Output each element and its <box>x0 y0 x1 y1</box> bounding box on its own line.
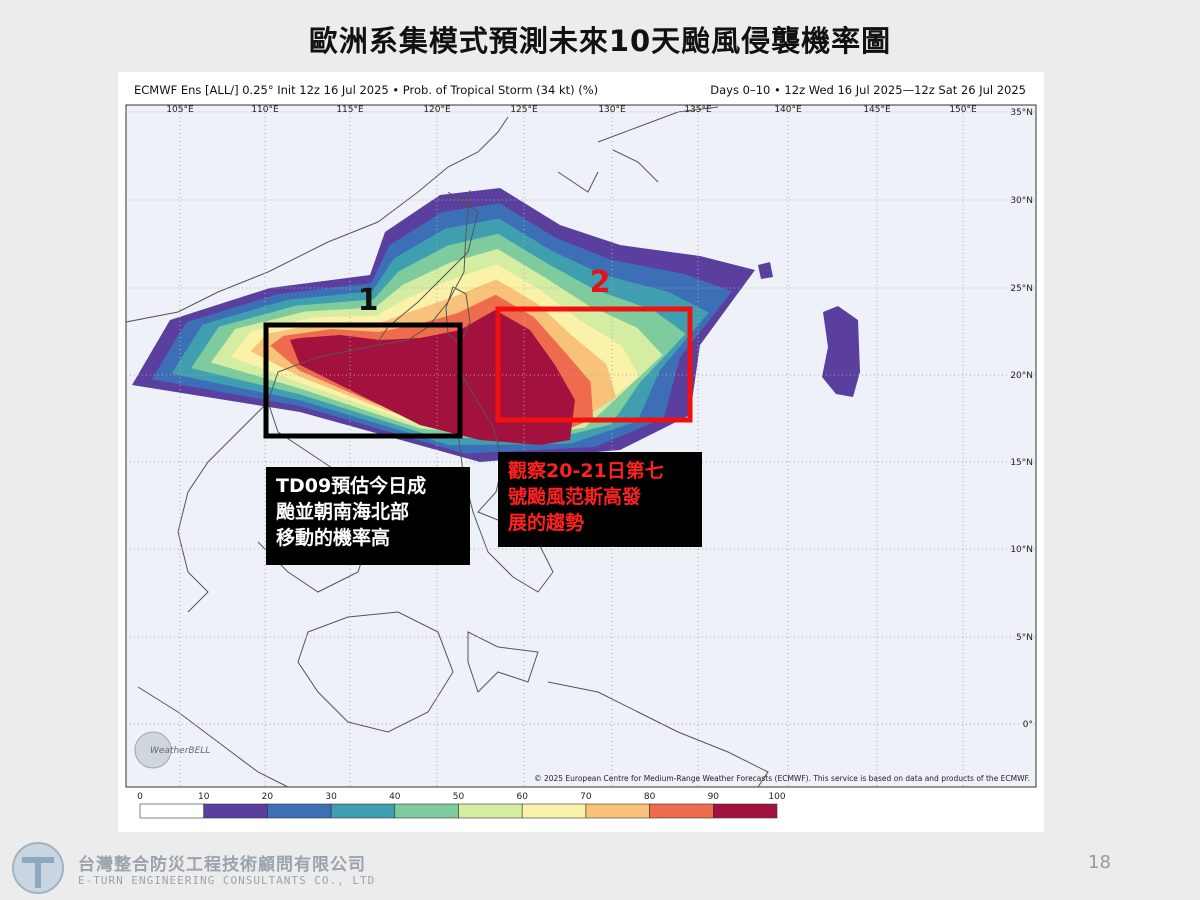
annotation-line: TD09預估今日成 <box>276 475 427 497</box>
probability-band <box>758 262 773 279</box>
annotation-line: 颱並朝南海北部 <box>276 501 410 523</box>
annotation-1: TD09預估今日成 颱並朝南海北部 移動的機率高 <box>266 467 470 565</box>
colorbar-tick-label: 100 <box>768 792 785 802</box>
box-1 <box>263 322 463 439</box>
colorbar-tick-label: 60 <box>516 792 528 802</box>
annotation-line: 號颱風范斯高發 <box>508 486 642 508</box>
company-name: 台灣整合防災工程技術顧問有限公司 <box>78 855 366 875</box>
box-2-label: 2 <box>590 265 611 300</box>
lon-label: 140°E <box>774 105 802 115</box>
colorbar-tick-label: 90 <box>708 792 720 802</box>
colorbar-tick-label: 50 <box>453 792 465 802</box>
lon-label: 110°E <box>251 105 279 115</box>
company-name-en: E-TURN ENGINEERING CONSULTANTS CO., LTD <box>78 874 376 887</box>
lon-label: 120°E <box>423 105 451 115</box>
lat-label: 20°N <box>1010 371 1033 381</box>
map: ECMWF Ens [ALL/] 0.25° Init 12z 16 Jul 2… <box>118 72 1044 832</box>
lon-label: 105°E <box>166 105 194 115</box>
colorbar-segment <box>649 803 714 819</box>
probability-field <box>132 188 860 462</box>
lon-label: 125°E <box>510 105 538 115</box>
lat-label: 15°N <box>1010 458 1033 468</box>
logo-globe <box>134 731 172 769</box>
lat-label: 10°N <box>1010 545 1033 555</box>
colorbar-segment <box>585 803 650 819</box>
colorbar-tick-label: 10 <box>198 792 210 802</box>
lat-label: 25°N <box>1010 284 1033 294</box>
colorbar-tick-label: 70 <box>580 792 592 802</box>
graticule <box>126 105 1036 787</box>
colorbar-segment <box>267 803 332 819</box>
lon-label: 135°E <box>684 105 712 115</box>
colorbar-segment <box>521 803 587 819</box>
graticule-labels: 105°E 110°E 115°E 120°E 125°E 130°E 135°E 140°E… <box>166 105 1033 730</box>
colorbar-tick-label: 40 <box>389 792 401 802</box>
colorbar-tick-label: 30 <box>325 792 337 802</box>
lon-label: 115°E <box>336 105 364 115</box>
map-header-left: ECMWF Ens [ALL/] 0.25° Init 12z 16 Jul 2… <box>134 83 598 97</box>
lat-label: 35°N <box>1010 108 1033 118</box>
colorbar-segment <box>458 803 523 819</box>
lon-label: 130°E <box>598 105 626 115</box>
lat-label: 5°N <box>1016 633 1033 643</box>
lon-label: 145°E <box>863 105 891 115</box>
map-header-right: Days 0–10 • 12z Wed 16 Jul 2025—12z Sat … <box>710 83 1026 97</box>
colorbar-segment <box>712 803 778 819</box>
box-2 <box>495 306 693 423</box>
colorbar-segment <box>139 803 205 819</box>
probability-band <box>290 310 575 445</box>
colorbar-segment <box>203 803 268 819</box>
logo-text: WeatherBELL <box>150 746 210 756</box>
colorbar-tick-label: 80 <box>644 792 656 802</box>
lat-label: 30°N <box>1010 196 1033 206</box>
box-1-label: 1 <box>358 283 379 318</box>
colorbar-tick-label: 0 <box>137 792 143 802</box>
copyright: © 2025 European Centre for Medium-Range … <box>534 774 1030 783</box>
colorbar-segment <box>330 803 396 819</box>
slide-title: 歐洲系集模式預測未來10天颱風侵襲機率圖 <box>308 24 892 58</box>
annotation-line: 移動的機率高 <box>276 527 391 549</box>
lat-label: 0° <box>1023 720 1033 730</box>
company-logo <box>12 842 64 894</box>
lon-label: 150°E <box>949 105 977 115</box>
probability-band <box>822 306 860 397</box>
colorbar: 0 10 20 30 40 50 60 70 80 90 100 <box>137 792 786 819</box>
colorbar-segment <box>394 803 459 819</box>
annotation-line: 展的趨勢 <box>508 512 585 534</box>
page-number: 18 <box>1088 852 1111 873</box>
annotation-2: 觀察20-21日第七 號颱風范斯高發 展的趨勢 <box>498 452 702 547</box>
colorbar-tick-label: 20 <box>262 792 274 802</box>
annotation-line: 觀察20-21日第七 <box>508 460 664 482</box>
